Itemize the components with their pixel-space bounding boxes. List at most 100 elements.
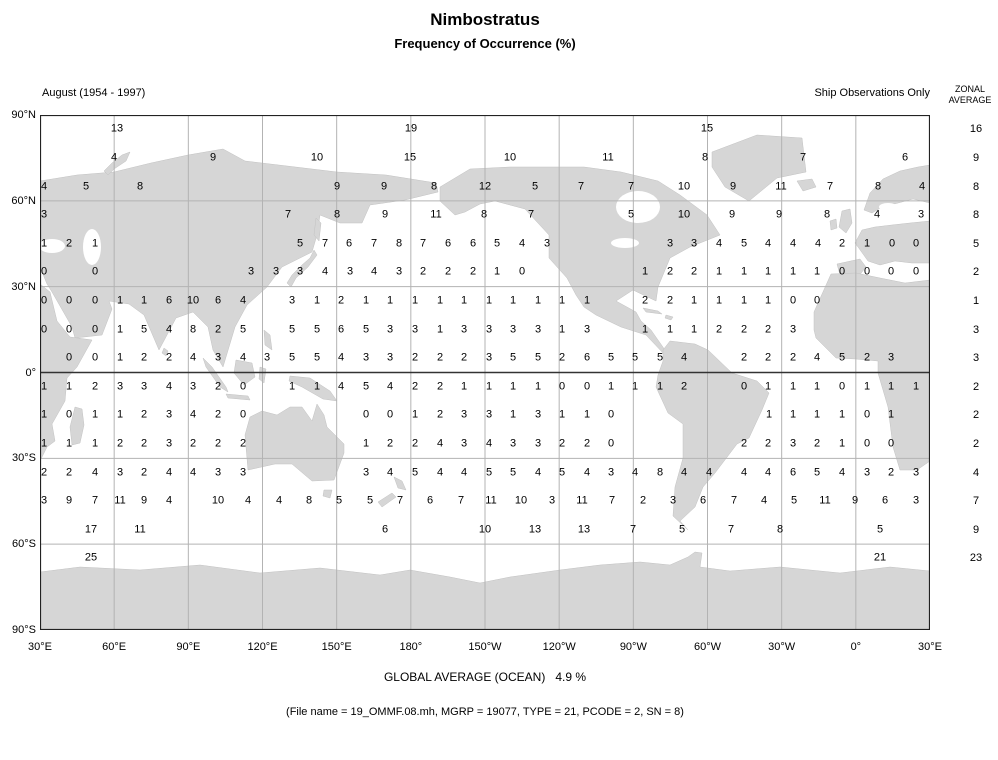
grid-value: 7 xyxy=(826,180,834,193)
grid-value: 8 xyxy=(656,466,664,479)
zonal-average-value: 23 xyxy=(969,552,983,565)
grid-value: 5 xyxy=(838,351,846,364)
grid-value: 2 xyxy=(214,437,222,450)
grid-value: 2 xyxy=(411,380,419,393)
grid-value: 4 xyxy=(275,494,283,507)
grid-value: 1 xyxy=(140,294,148,307)
grid-value: 0 xyxy=(40,323,48,336)
grid-value: 4 xyxy=(680,351,688,364)
grid-value: 5 xyxy=(313,351,321,364)
grid-value: 0 xyxy=(239,408,247,421)
grid-value: 4 xyxy=(705,466,713,479)
grid-value: 3 xyxy=(534,323,542,336)
grid-value: 1 xyxy=(813,380,821,393)
grid-value: 2 xyxy=(419,265,427,278)
grid-value: 6 xyxy=(165,294,173,307)
grid-value: 3 xyxy=(485,408,493,421)
grid-value: 1 xyxy=(534,380,542,393)
grid-value: 6 xyxy=(381,523,389,536)
grid-value: 5 xyxy=(631,351,639,364)
grid-value: 11 xyxy=(602,151,614,164)
grid-value: 1 xyxy=(460,380,468,393)
grid-value: 1 xyxy=(509,294,517,307)
grid-value: 4 xyxy=(165,380,173,393)
grid-value: 13 xyxy=(577,523,591,536)
lon-axis-label: 90°E xyxy=(176,641,201,653)
grid-value: 4 xyxy=(485,437,493,450)
lat-axis-label: 60°S xyxy=(12,538,36,551)
grid-value: 2 xyxy=(65,466,73,479)
grid-value: 0 xyxy=(91,294,99,307)
grid-value: 7 xyxy=(608,494,616,507)
grid-value: 3 xyxy=(362,351,370,364)
grid-value: 3 xyxy=(346,265,354,278)
grid-value: 2 xyxy=(436,380,444,393)
zonal-average-value: 2 xyxy=(972,266,980,279)
grid-value: 3 xyxy=(411,323,419,336)
zonal-average-value: 16 xyxy=(969,123,983,136)
zonal-average-value: 4 xyxy=(972,466,980,479)
grid-value: 2 xyxy=(838,237,846,250)
grid-value: 3 xyxy=(534,408,542,421)
grid-value: 1 xyxy=(715,294,723,307)
grid-value: 2 xyxy=(887,466,895,479)
grid-value: 9 xyxy=(380,180,388,193)
grid-value: 0 xyxy=(362,408,370,421)
grid-value: 7 xyxy=(577,180,585,193)
lon-axis-label: 0° xyxy=(850,641,862,653)
grid-value: 4 xyxy=(918,180,926,193)
grid-value: 1 xyxy=(493,265,501,278)
grid-value: 4 xyxy=(764,237,772,250)
grid-value: 3 xyxy=(887,351,895,364)
grid-value: 1 xyxy=(641,265,649,278)
grid-value: 3 xyxy=(460,323,468,336)
grid-value: 0 xyxy=(863,437,871,450)
grid-value: 10 xyxy=(503,151,517,164)
lon-axis-label: 120°E xyxy=(247,641,278,653)
grid-value: 1 xyxy=(887,380,895,393)
grid-value: 3 xyxy=(460,408,468,421)
grid-value: 1 xyxy=(485,380,493,393)
grid-value: 3 xyxy=(789,323,797,336)
grid-value: 3 xyxy=(912,494,920,507)
grid-value: 2 xyxy=(337,294,345,307)
grid-value: 1 xyxy=(558,408,566,421)
grid-value: 3 xyxy=(583,323,591,336)
grid-value: 8 xyxy=(776,523,784,536)
grid-value: 3 xyxy=(116,466,124,479)
grid-value: 5 xyxy=(362,323,370,336)
zonal-average-header-line1: ZONAL xyxy=(954,84,985,94)
period-label: August (1954 - 1997) xyxy=(42,87,146,99)
grid-value: 5 xyxy=(813,466,821,479)
grid-value: 1 xyxy=(40,237,48,250)
grid-value: 0 xyxy=(813,294,821,307)
grid-value: 0 xyxy=(789,294,797,307)
grid-value: 4 xyxy=(436,466,444,479)
grid-value: 1 xyxy=(813,408,821,421)
grid-value: 9 xyxy=(728,208,736,221)
grid-value: 4 xyxy=(386,380,394,393)
lat-axis-label: 90°S xyxy=(12,624,36,636)
hudson-bay xyxy=(616,191,660,223)
grid-value: 2 xyxy=(436,408,444,421)
grid-value: 4 xyxy=(386,466,394,479)
grid-value: 3 xyxy=(917,208,925,221)
grid-value: 6 xyxy=(444,237,452,250)
grid-value: 4 xyxy=(460,466,468,479)
landmass-sri-lanka xyxy=(161,347,169,357)
grid-value: 2 xyxy=(411,437,419,450)
grid-value: 1 xyxy=(887,408,895,421)
grid-value: 4 xyxy=(165,323,173,336)
grid-value: 4 xyxy=(239,351,247,364)
grid-value: 3 xyxy=(534,437,542,450)
grid-value: 3 xyxy=(485,351,493,364)
grid-value: 9 xyxy=(851,494,859,507)
grid-value: 4 xyxy=(534,466,542,479)
grid-value: 1 xyxy=(583,294,591,307)
grid-value: 4 xyxy=(631,466,639,479)
grid-value: 2 xyxy=(641,294,649,307)
grid-value: 5 xyxy=(485,466,493,479)
grid-value: 1 xyxy=(863,237,871,250)
grid-value: 2 xyxy=(436,351,444,364)
grid-value: 4 xyxy=(189,466,197,479)
